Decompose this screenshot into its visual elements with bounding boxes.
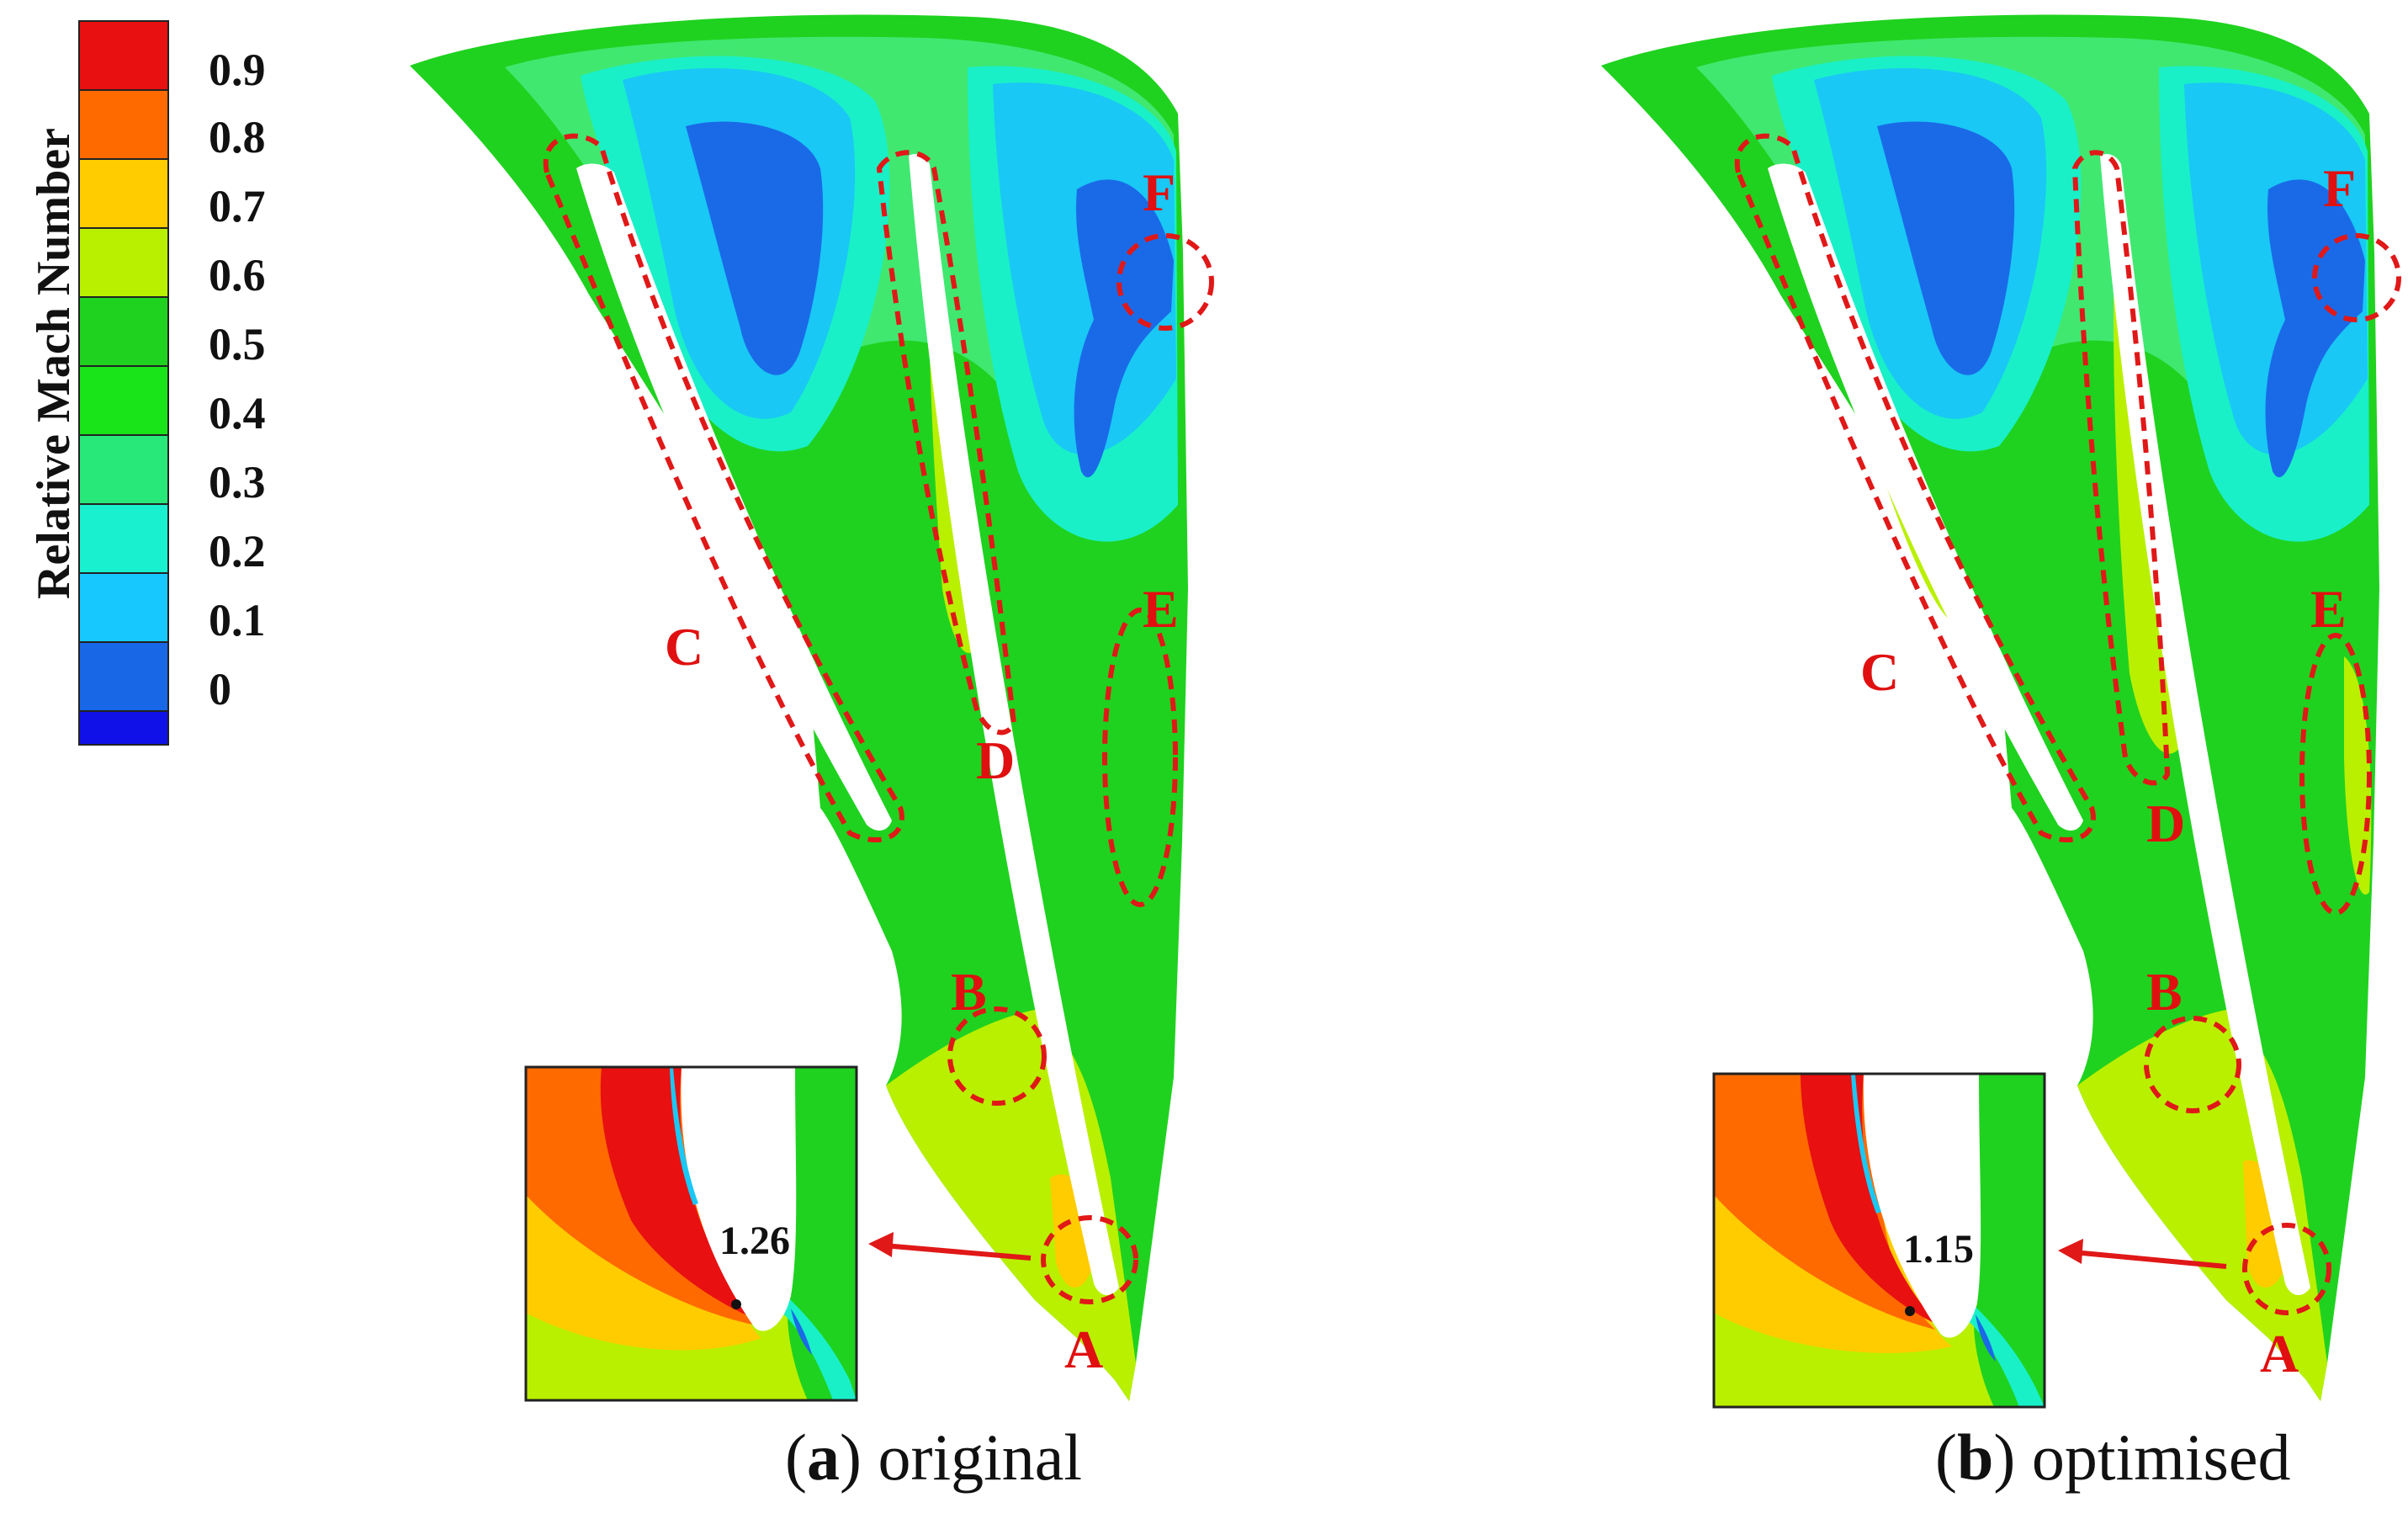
inset-arrow bbox=[883, 1243, 1032, 1261]
max-point-marker bbox=[731, 1299, 741, 1309]
colorbar: 0.9 0.8 0.7 0.6 0.5 0.4 0.3 0.2 0.1 0 Relative Ma… bbox=[28, 20, 266, 746]
colorbar-swatches bbox=[78, 20, 169, 746]
inset-max-value: 1.15 bbox=[1903, 1227, 1974, 1272]
zone-d-outline bbox=[876, 150, 1017, 735]
inset-optimised: 1.15 bbox=[1712, 1072, 2046, 1409]
zone-label-f: F bbox=[1143, 162, 1175, 222]
colorbar-swatch bbox=[78, 503, 169, 574]
colorbar-tick-label: 0.1 bbox=[209, 595, 266, 645]
colorbar-swatch bbox=[78, 710, 169, 746]
zone-c-outline bbox=[543, 133, 904, 843]
colorbar-swatch bbox=[78, 20, 169, 91]
colorbar-tick-label: 0.6 bbox=[209, 250, 266, 300]
annotations-original: F E D C B A bbox=[543, 133, 1214, 1379]
colorbar-tick-label: 0.5 bbox=[209, 319, 266, 369]
zone-label-b: B bbox=[951, 962, 987, 1022]
colorbar-swatch bbox=[78, 227, 169, 298]
colorbar-tick-label: 0.9 bbox=[209, 45, 266, 95]
colorbar-swatch bbox=[78, 158, 169, 229]
annotations-optimised: F E D C B A bbox=[1734, 133, 2401, 1383]
zone-label-e: E bbox=[2310, 579, 2347, 639]
colorbar-title: Relative Mach Number bbox=[28, 128, 80, 599]
low-mach-core-right bbox=[1074, 179, 1174, 478]
zone-e-outline bbox=[1102, 608, 1178, 907]
inset-original: 1.26 bbox=[524, 1065, 858, 1402]
colorbar-tick-label: 0.3 bbox=[209, 457, 266, 507]
zone-a-outline bbox=[1041, 1215, 1138, 1304]
inset-max-value: 1.26 bbox=[719, 1219, 790, 1263]
zone-label-d: D bbox=[2146, 794, 2185, 853]
colorbar-swatch bbox=[78, 89, 169, 160]
low-mach-core-left bbox=[686, 121, 824, 375]
zone-label-a: A bbox=[1064, 1320, 1103, 1379]
blade-gap-right bbox=[909, 154, 1119, 1296]
colorbar-swatch bbox=[78, 641, 169, 712]
zone-f-outline bbox=[1116, 233, 1214, 331]
colorbar-swatch bbox=[78, 434, 169, 505]
zone-label-a: A bbox=[2260, 1324, 2299, 1383]
zone-b-outline bbox=[947, 1006, 1047, 1106]
colorbar-ticks: 0.9 0.8 0.7 0.6 0.5 0.4 0.3 0.2 0.1 0 bbox=[209, 45, 266, 714]
zone-label-c: C bbox=[1860, 642, 1899, 702]
inset-frame bbox=[1712, 1072, 2046, 1409]
colorbar-tick-label: 0 bbox=[209, 664, 231, 714]
max-point-marker bbox=[1905, 1306, 1915, 1316]
zone-label-c: C bbox=[665, 617, 703, 677]
zone-label-e: E bbox=[1143, 579, 1179, 639]
contour-field-original bbox=[410, 14, 1188, 1401]
colorbar-swatch bbox=[78, 296, 169, 367]
zone-label-d: D bbox=[976, 730, 1015, 790]
inset-frame bbox=[524, 1065, 858, 1402]
colorbar-swatch bbox=[78, 365, 169, 436]
inset-arrow-head bbox=[868, 1232, 894, 1257]
panel-original: F E D C B A 1.26 bbox=[410, 14, 1214, 1494]
panel-optimised: F E D C B A bbox=[1601, 14, 2401, 1401]
caption-original: (a) original bbox=[785, 1420, 1082, 1494]
colorbar-tick-label: 0.7 bbox=[209, 181, 266, 231]
colorbar-tick-label: 0.4 bbox=[209, 388, 266, 438]
zone-label-f: F bbox=[2323, 158, 2356, 218]
colorbar-tick-label: 0.8 bbox=[209, 112, 266, 162]
colorbar-tick-label: 0.2 bbox=[209, 526, 266, 576]
caption-optimised: (b) optimised bbox=[1935, 1420, 2291, 1494]
colorbar-swatch bbox=[78, 572, 169, 643]
zone-label-b: B bbox=[2146, 962, 2183, 1022]
blade-gap-left bbox=[576, 163, 892, 831]
